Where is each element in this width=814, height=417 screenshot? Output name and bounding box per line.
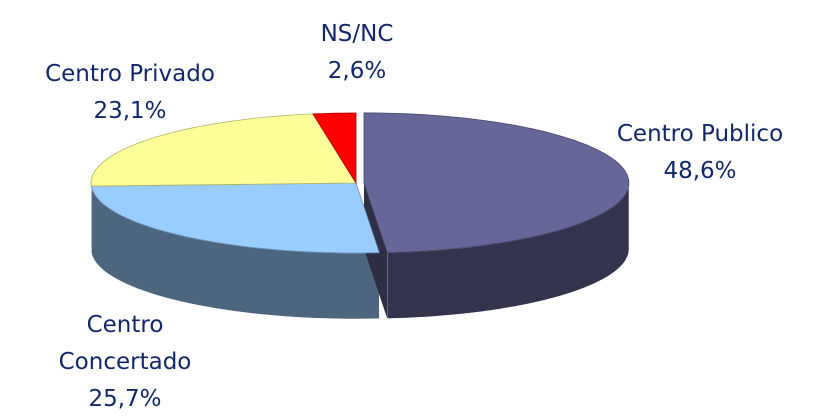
slice-top — [312, 112, 357, 185]
category-name: Centro Privado — [45, 61, 215, 87]
slice-label: Centro Publico 48,6% — [590, 116, 810, 190]
value-label: 25,7% — [88, 386, 162, 412]
value-label: 23,1% — [93, 98, 167, 124]
category-name: Centro Publico — [616, 121, 784, 147]
slice-top — [90, 113, 357, 187]
category-name: Centro Concertado — [58, 312, 192, 375]
slice-label: Centro Concertado 25,7% — [35, 307, 215, 417]
slice-label: NS/NC 2,6% — [287, 16, 427, 90]
slice-top — [90, 182, 380, 254]
value-label: 2,6% — [327, 58, 387, 84]
slice-top — [363, 112, 630, 254]
category-name: NS/NC — [320, 21, 394, 47]
slice-label: Centro Privado 23,1% — [0, 56, 260, 130]
value-label: 48,6% — [663, 158, 737, 184]
